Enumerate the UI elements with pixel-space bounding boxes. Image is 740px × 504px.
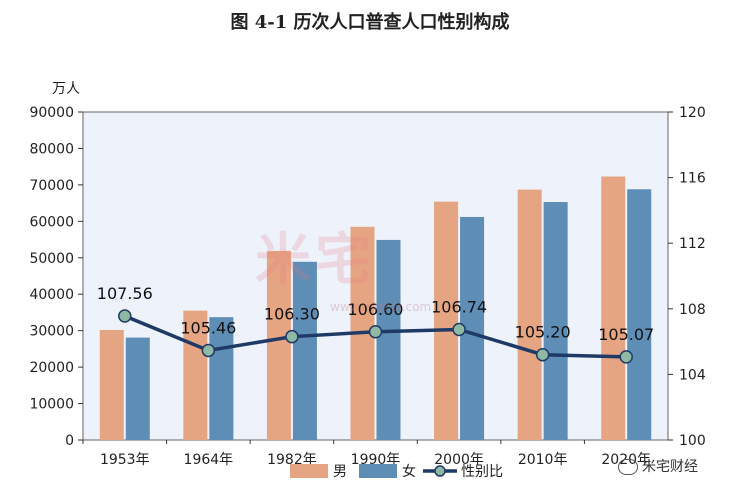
bar-male: [183, 310, 208, 440]
bar-female: [627, 189, 652, 440]
wechat-icon: [618, 459, 638, 475]
y-tick-label: 90000: [29, 105, 74, 121]
legend-label-female: 女: [402, 463, 416, 480]
bar-female: [209, 317, 234, 440]
y2-tick-label: 120: [679, 105, 706, 121]
y-tick-label: 20000: [29, 360, 74, 376]
y-tick-label: 40000: [29, 287, 74, 303]
bar-male: [601, 176, 626, 441]
y-tick-label: 70000: [29, 178, 74, 194]
y-unit-label: 万人: [52, 81, 80, 97]
legend-swatch-female: [359, 464, 397, 478]
bar-male: [517, 189, 542, 440]
ratio-point: [118, 309, 132, 323]
ratio-point: [535, 347, 550, 362]
ratio-data-label: 106.30: [264, 305, 320, 324]
legend-label-male: 男: [333, 464, 347, 480]
ratio-point: [201, 343, 216, 358]
y-tick-label: 30000: [29, 324, 74, 340]
watermark-logo: 米宅: [255, 228, 375, 293]
y2-tick-label: 100: [679, 433, 706, 449]
x-tick-label: 2020年: [601, 452, 651, 468]
y2-tick-label: 112: [679, 236, 706, 252]
y2-tick-label: 108: [679, 302, 706, 318]
watermark-url: www.mizhai.com: [330, 300, 432, 314]
y-tick-label: 0: [65, 433, 74, 449]
x-tick-label: 2000年: [434, 452, 484, 468]
ratio-data-label: 106.60: [348, 300, 404, 319]
ratio-data-label: 107.56: [97, 284, 153, 303]
y2-tick-label: 116: [679, 171, 706, 187]
plot-area: [82, 111, 669, 441]
ratio-data-label: 105.07: [598, 325, 654, 344]
y2-tick-label: 104: [679, 367, 706, 383]
bar-male: [266, 250, 291, 440]
x-tick-label: 1964年: [184, 452, 234, 468]
legend-marker-ratio: [434, 465, 446, 477]
ratio-data-label: 105.20: [515, 323, 571, 342]
brand-text: 米宅财经: [642, 459, 698, 475]
y-tick-label: 60000: [29, 214, 74, 230]
brand-mark: 米宅财经: [618, 456, 698, 476]
y-tick-label: 50000: [29, 251, 74, 267]
ratio-data-label: 105.46: [180, 318, 236, 337]
bar-male: [434, 201, 459, 440]
ratio-data-label: 106.74: [431, 297, 487, 316]
figure-title: 图 4-1 历次人口普查人口性别构成: [230, 12, 510, 33]
ratio-point: [285, 329, 299, 344]
ratio-point: [619, 350, 633, 364]
ratio-point: [452, 322, 466, 337]
bar-female: [125, 337, 150, 440]
legend-label-ratio: 性别比: [461, 464, 503, 480]
bar-male: [99, 329, 124, 440]
y-tick-label: 80000: [29, 141, 74, 157]
ratio-point: [368, 325, 383, 339]
x-tick-label: 1953年: [100, 452, 150, 468]
bar-female: [376, 239, 401, 440]
y-tick-label: 10000: [29, 397, 74, 413]
x-tick-label: 2010年: [518, 452, 568, 468]
legend-swatch-male: [290, 464, 328, 478]
bar-female: [292, 261, 317, 440]
bar-female: [543, 202, 568, 440]
